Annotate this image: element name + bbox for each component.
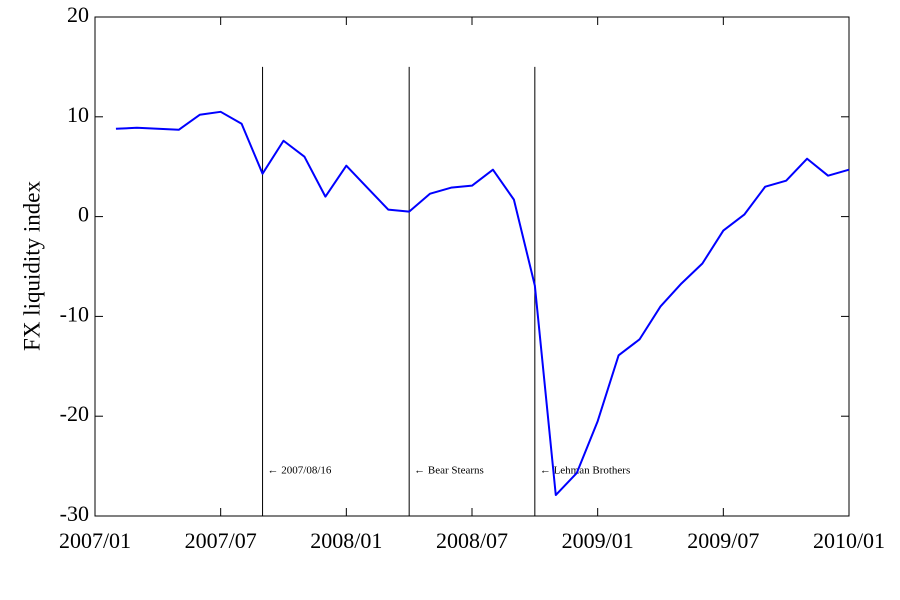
- x-tick-label: 2007/07: [185, 528, 257, 553]
- x-tick-label: 2009/01: [562, 528, 634, 553]
- y-tick-label: 0: [78, 202, 89, 227]
- data-line: [115, 110, 850, 497]
- x-tick-label: 2007/01: [59, 528, 131, 553]
- event-label: ← Lehman Brothers: [540, 465, 630, 477]
- x-tick-label: 2010/01: [813, 528, 885, 553]
- plot-frame: [94, 16, 850, 517]
- y-axis-label: FX liquidity index: [19, 181, 44, 351]
- event-label: ← Bear Stearns: [414, 465, 484, 477]
- x-tick-label: 2008/07: [436, 528, 508, 553]
- y-tick-label: 10: [67, 102, 89, 127]
- y-tick-label: 20: [67, 2, 89, 27]
- x-tick-label: 2008/01: [310, 528, 382, 553]
- event-label: ← 2007/08/16: [268, 465, 332, 477]
- y-tick-label: -30: [60, 501, 89, 526]
- x-tick-label: 2009/07: [687, 528, 759, 553]
- y-tick-label: -20: [60, 401, 89, 426]
- y-tick-label: -10: [60, 301, 89, 326]
